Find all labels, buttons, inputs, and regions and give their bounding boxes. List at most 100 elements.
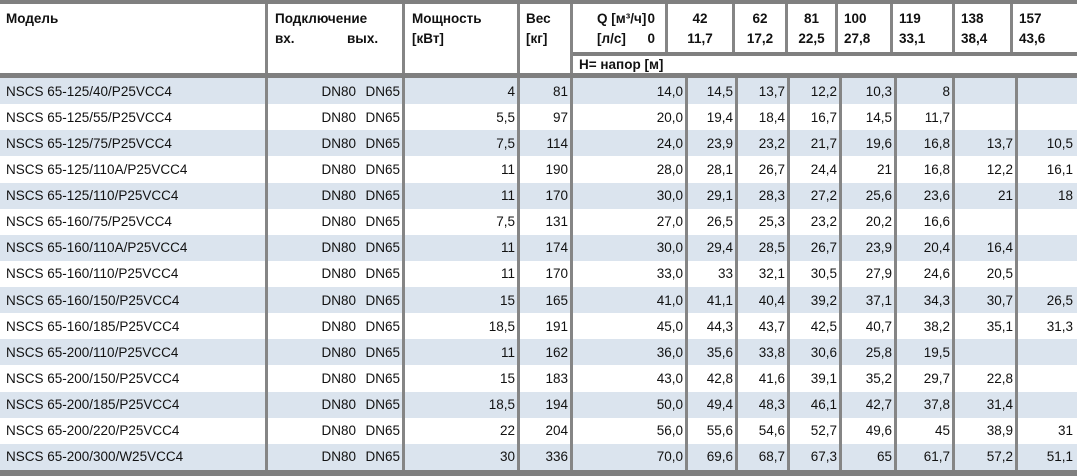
head-value-cell: 16,6 <box>897 208 955 235</box>
head-value-cell: 35,1 <box>955 313 1018 340</box>
power-header-line2: [кВт] <box>412 31 444 46</box>
power-cell: 7,5 <box>405 208 520 235</box>
head-value-cell: 48,3 <box>738 391 790 418</box>
table-row: NSCS 65-200/300/W25VCC4 DN80 DN65 30 336 70,0… <box>0 443 1077 470</box>
power-cell: 18,5 <box>405 391 520 418</box>
inlet-cell: DN80 <box>321 109 356 125</box>
weight-cell: 131 <box>520 208 573 235</box>
power-cell: 11 <box>405 234 520 261</box>
weight-cell: 165 <box>520 287 573 314</box>
head-value-cell: 52,7 <box>790 417 842 444</box>
inlet-cell: DN80 <box>321 318 356 334</box>
header-body-divider <box>0 73 1077 78</box>
flow-q0-line-m3h: Q [м³/ч] 0 <box>597 9 665 29</box>
head-value-cell <box>955 104 1018 131</box>
outlet-cell: DN65 <box>358 234 405 261</box>
head-value-cell: 23,9 <box>688 130 738 157</box>
flow-header-divider <box>573 52 1077 56</box>
power-cell: 11 <box>405 339 520 366</box>
head-value-cell: 69,6 <box>688 443 738 470</box>
power-header-line1: Мощность <box>412 11 482 26</box>
flow-col-119: 119 33,1 <box>893 4 955 52</box>
head-value-cell: 19,5 <box>897 339 955 366</box>
outlet-cell: DN65 <box>358 365 405 392</box>
head-value-cell: 37,1 <box>842 287 897 314</box>
flow-col-157: 157 43,6 <box>1013 4 1077 52</box>
flow-ls-value: 43,6 <box>1019 31 1046 46</box>
head-value-cell: 19,6 <box>842 130 897 157</box>
weight-header-line2: [кг] <box>526 31 548 46</box>
head-value-cell: 43,7 <box>738 313 790 340</box>
inlet-cell: DN80 <box>321 266 356 282</box>
head-value-cell: 16,8 <box>897 130 955 157</box>
head-value-cell: 40,7 <box>842 313 897 340</box>
model-cell: NSCS 65-200/185/P25VCC4 <box>0 391 268 418</box>
flow-m3h-value: 62 <box>752 11 768 26</box>
head-row-label: Н= напор [м] <box>579 57 664 72</box>
head-value-cell: 12,2 <box>790 78 842 105</box>
table-row: NSCS 65-160/110/P25VCC4 DN80 DN65 11 170 33,0… <box>0 260 1077 287</box>
head-value-cell: 22,8 <box>955 365 1018 392</box>
inlet-cell: DN80 <box>321 83 356 99</box>
flow-ls-value: 17,2 <box>746 31 774 46</box>
table-header: Модель Подключение вх. вых. Мощность [кВ… <box>0 4 1077 73</box>
head-value-cell: 41,0 <box>573 287 688 314</box>
head-value-cell: 10,3 <box>842 78 897 105</box>
flow-m3h-value: 138 <box>961 11 984 26</box>
head-value-cell: 68,7 <box>738 443 790 470</box>
head-value-cell: 13,7 <box>738 78 790 105</box>
head-value-cell: 30,0 <box>573 234 688 261</box>
weight-cell: 183 <box>520 365 573 392</box>
head-value-cell: 26,7 <box>790 234 842 261</box>
head-value-cell: 25,6 <box>842 182 897 209</box>
head-value-cell: 20,5 <box>955 260 1018 287</box>
weight-cell: 204 <box>520 417 573 444</box>
model-cell: NSCS 65-125/55/P25VCC4 <box>0 104 268 131</box>
weight-cell: 194 <box>520 391 573 418</box>
head-value-cell: 27,9 <box>842 260 897 287</box>
flow-ls-value: 11,7 <box>687 31 713 46</box>
head-value-cell: 16,7 <box>790 104 842 131</box>
col-header-weight: Вес [кг] <box>520 4 573 73</box>
head-value-cell: 65 <box>842 443 897 470</box>
head-value-cell: 27,2 <box>790 182 842 209</box>
head-value-cell: 70,0 <box>573 443 688 470</box>
head-value-cell: 45,0 <box>573 313 688 340</box>
head-value-cell <box>955 339 1018 366</box>
head-value-cell: 32,1 <box>738 260 790 287</box>
head-value-cell: 29,7 <box>897 365 955 392</box>
model-header-label: Модель <box>6 11 59 26</box>
head-value-cell: 54,6 <box>738 417 790 444</box>
head-value-cell: 23,9 <box>842 234 897 261</box>
head-value-cell: 26,5 <box>688 208 738 235</box>
power-cell: 11 <box>405 260 520 287</box>
weight-cell: 162 <box>520 339 573 366</box>
outlet-cell: DN65 <box>358 130 405 157</box>
head-value-cell: 44,3 <box>688 313 738 340</box>
flow-col-42: 42 11,7 <box>668 4 735 52</box>
power-cell: 11 <box>405 182 520 209</box>
head-value-cell: 51,1 <box>1046 449 1073 465</box>
flow-m3h-value: 157 <box>1019 11 1042 26</box>
table-top-border <box>0 0 1077 4</box>
head-value-cell: 8 <box>897 78 955 105</box>
weight-cell: 81 <box>520 78 573 105</box>
head-value-cell: 18 <box>1057 188 1073 204</box>
weight-cell: 336 <box>520 443 573 470</box>
head-value-cell: 14,5 <box>688 78 738 105</box>
head-value-cell: 12,2 <box>955 156 1018 183</box>
outlet-cell: DN65 <box>358 182 405 209</box>
model-cell: NSCS 65-160/110/P25VCC4 <box>0 260 268 287</box>
flow-col-81: 81 22,5 <box>788 4 838 52</box>
head-value-cell: 30,6 <box>790 339 842 366</box>
table-row: NSCS 65-125/75/P25VCC4 DN80 DN65 7,5 114 24,0… <box>0 130 1077 157</box>
outlet-cell: DN65 <box>358 443 405 470</box>
table-row: NSCS 65-160/150/P25VCC4 DN80 DN65 15 165 41,0… <box>0 287 1077 314</box>
head-value-cell: 28,5 <box>738 234 790 261</box>
outlet-cell: DN65 <box>358 417 405 444</box>
col-header-connection: Подключение вх. вых. <box>268 4 405 73</box>
head-value-cell: 20,0 <box>573 104 688 131</box>
flow-ls-value: 33,1 <box>899 31 926 46</box>
inlet-cell: DN80 <box>321 240 356 256</box>
head-value-cell: 45 <box>897 417 955 444</box>
